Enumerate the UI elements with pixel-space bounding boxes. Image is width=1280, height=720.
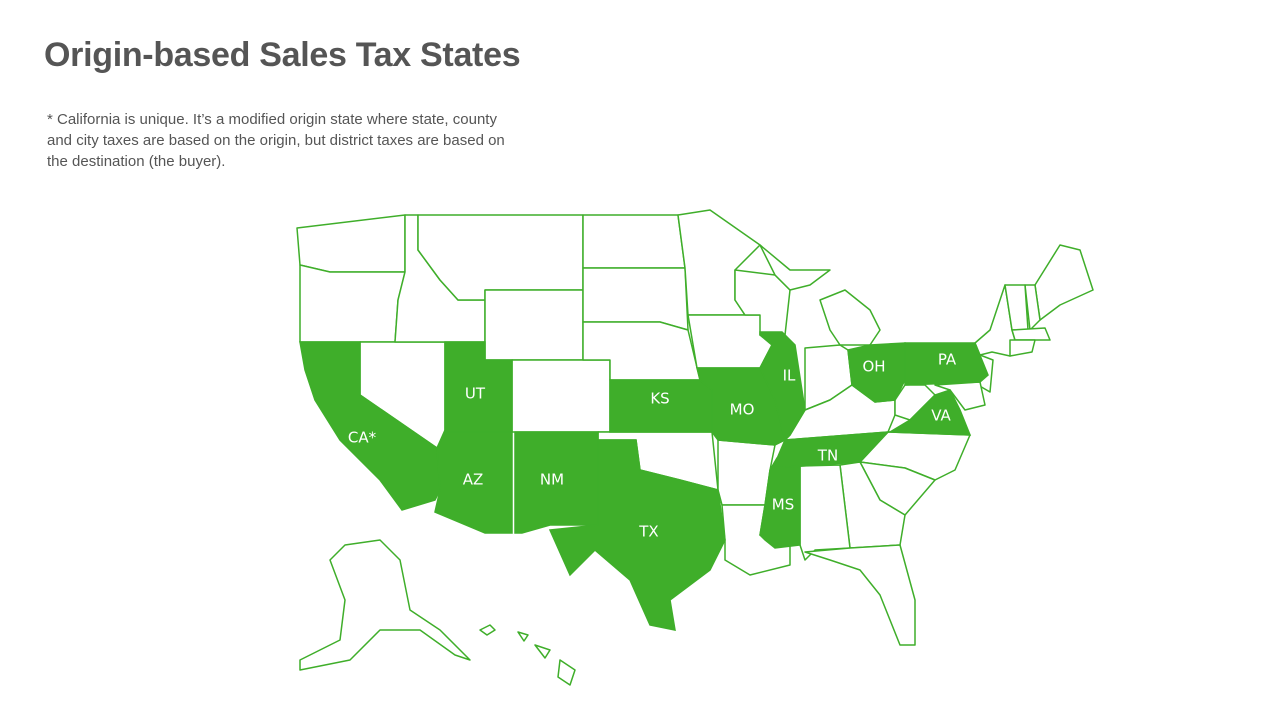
state-label: VA — [931, 407, 951, 425]
state-label: PA — [938, 351, 957, 369]
state-label: MO — [730, 401, 755, 419]
state-label: UT — [465, 385, 486, 403]
state-label: OH — [862, 358, 885, 376]
state-label: CA* — [348, 429, 377, 447]
note: * California is unique. It’s a modified … — [47, 109, 505, 172]
state-label: AZ — [463, 471, 484, 489]
state-label: NM — [540, 471, 564, 489]
highlighted-states — [299, 331, 989, 631]
state-label: TX — [638, 523, 658, 541]
note-line: * California is unique. It’s a modified … — [47, 111, 497, 128]
note-line: and city taxes are based on the origin, … — [47, 132, 505, 149]
state-label: KS — [650, 390, 669, 408]
state-label: IL — [783, 367, 796, 385]
title: Origin-based Sales Tax States — [44, 36, 521, 74]
state-label: MS — [772, 496, 794, 514]
state-labels: CA* UT AZ NM TX KS MO IL MS TN OH PA VA — [348, 351, 957, 541]
note-line: the destination (the buyer). — [47, 153, 226, 170]
state-label: TN — [817, 447, 838, 465]
other-states — [296, 209, 1094, 686]
